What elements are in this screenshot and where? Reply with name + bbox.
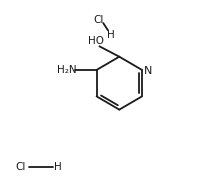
- Text: Cl: Cl: [93, 15, 104, 25]
- Text: Cl: Cl: [15, 162, 25, 172]
- Text: H: H: [54, 162, 62, 172]
- Text: H₂N: H₂N: [57, 65, 76, 75]
- Text: H: H: [107, 30, 115, 40]
- Text: N: N: [143, 66, 152, 76]
- Text: HO: HO: [88, 36, 104, 46]
